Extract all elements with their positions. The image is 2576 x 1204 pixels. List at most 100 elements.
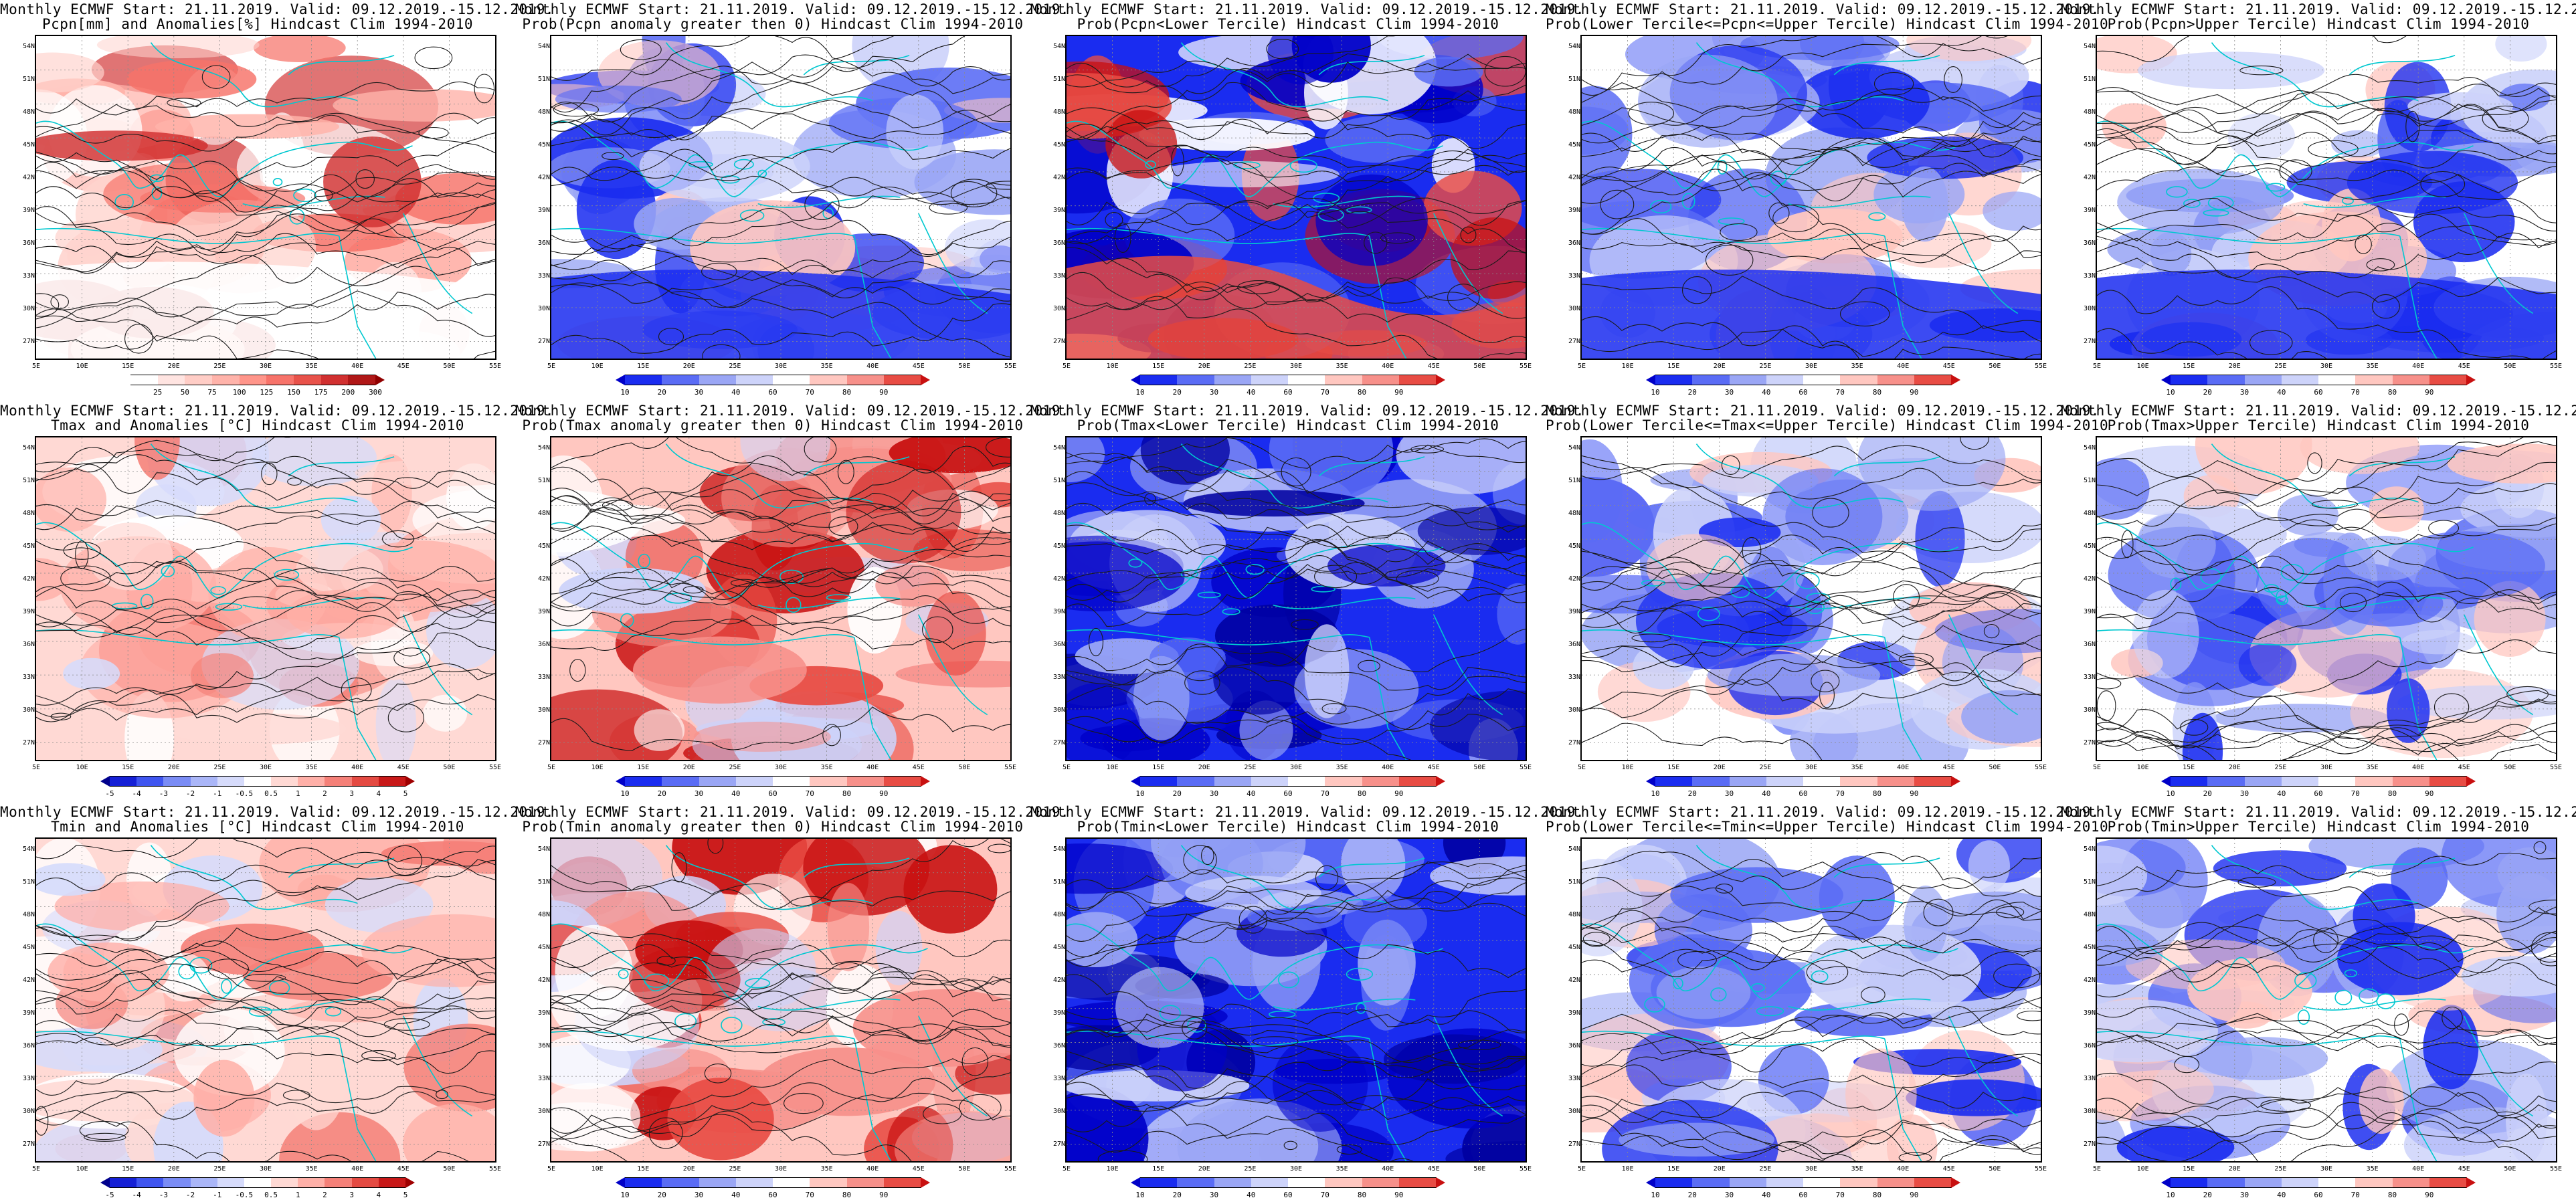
- map-panel: Monthly ECMWF Start: 21.11.2019. Valid: …: [515, 0, 1069, 401]
- latitude-label: 54N: [22, 43, 35, 50]
- forecast-map: [550, 35, 1012, 360]
- panel-title-line1: Monthly ECMWF Start: 21.11.2019. Valid: …: [515, 403, 1070, 419]
- colorbar-tick-label: 10: [620, 789, 630, 798]
- colorbar-tick-label: 3: [349, 1191, 354, 1199]
- longitude-label: 25E: [1759, 764, 1772, 771]
- longitude-label: 15E: [2183, 363, 2195, 370]
- colorbar-tick-label: 90: [2425, 789, 2434, 798]
- latitude-label: 30N: [1568, 305, 1580, 312]
- colorbar-right-arrow: [921, 1177, 930, 1188]
- longitude-label: 30E: [259, 764, 272, 771]
- latitude-label: 48N: [1568, 108, 1580, 116]
- longitude-label: 30E: [1805, 363, 1818, 370]
- longitude-label: 35E: [1336, 363, 1348, 370]
- colorbar-segment: [846, 375, 885, 385]
- latitude-label: 33N: [2083, 1075, 2096, 1082]
- colorbar-tick-label: 80: [1357, 388, 1367, 397]
- latitude-label: 51N: [22, 477, 35, 484]
- latitude-label: 36N: [537, 239, 550, 247]
- colorbar-tick-label: 3: [349, 789, 354, 798]
- colorbar-tick-label: 80: [2387, 1191, 2397, 1199]
- latitude-label: 48N: [1568, 911, 1580, 918]
- longitude-label: 20E: [2228, 363, 2241, 370]
- colorbar-tick-label: 40: [1247, 789, 1256, 798]
- panel-title-line2: Prob(Pcpn anomaly greater then 0) Hindca…: [522, 16, 1024, 32]
- colorbar-segment: [1877, 1177, 1915, 1188]
- longitude-label: 15E: [1152, 1165, 1165, 1173]
- colorbar-tick-label: -2: [185, 789, 195, 798]
- forecast-map: [1065, 436, 1527, 761]
- latitude-label: 54N: [22, 444, 35, 452]
- longitude-label: 25E: [1244, 764, 1257, 771]
- latitude-label: 45N: [1052, 542, 1065, 550]
- colorbar-tick-label: 40: [2277, 1191, 2286, 1199]
- colorbar-left-arrow: [100, 776, 110, 787]
- map-panel: Monthly ECMWF Start: 21.11.2019. Valid: …: [1030, 0, 1584, 401]
- panel-title-line2: Prob(Tmin<Lower Tercile) Hindcast Clim 1…: [1077, 819, 1499, 835]
- latitude-label: 33N: [1052, 272, 1065, 280]
- colorbar-tick-label: 40: [1247, 1191, 1256, 1199]
- latitude-label: 51N: [1052, 76, 1065, 83]
- colorbar-segment: [157, 375, 185, 385]
- longitude-label: 25E: [213, 363, 226, 370]
- longitude-label: 35E: [2366, 1165, 2379, 1173]
- colorbar-tick-label: 60: [2314, 388, 2323, 397]
- latitude-label: 48N: [2083, 108, 2096, 116]
- colorbar-right-arrow: [1436, 375, 1445, 385]
- longitude-label: 35E: [2366, 363, 2379, 370]
- longitude-label: 35E: [305, 764, 318, 771]
- colorbar-tick-label: 90: [879, 388, 889, 397]
- map-panel: Monthly ECMWF Start: 21.11.2019. Valid: …: [1546, 803, 2108, 1204]
- longitude-label: 25E: [729, 764, 741, 771]
- latitude-label: 39N: [2083, 1009, 2096, 1017]
- panel-title-line1: Monthly ECMWF Start: 21.11.2019. Valid: …: [2061, 1, 2576, 17]
- colorbar-tick-label: 20: [657, 388, 666, 397]
- latitude-label: 45N: [2083, 944, 2096, 951]
- colorbar: 10 20 30 40 60 70 80 90: [616, 776, 930, 798]
- longitude-label: 5E: [2092, 1165, 2102, 1173]
- longitude-label: 15E: [2183, 1165, 2195, 1173]
- longitude-label: 35E: [820, 363, 833, 370]
- colorbar-segment: [1655, 375, 1693, 385]
- colorbar-tick-label: 0.5: [264, 789, 278, 798]
- longitude-label: 10E: [1621, 1165, 1634, 1173]
- colorbar-segment: [1288, 776, 1325, 787]
- latitude-label: 54N: [2083, 444, 2096, 452]
- latitude-label: 54N: [1568, 43, 1580, 50]
- colorbar-segment: [217, 1177, 245, 1188]
- longitude-label: 30E: [1805, 1165, 1818, 1173]
- latitude-label: 42N: [22, 174, 35, 181]
- colorbar-segment: [1692, 1177, 1730, 1188]
- colorbar-segment: [136, 1177, 164, 1188]
- latitude-label: 33N: [1568, 272, 1580, 280]
- panel-title-line1: Monthly ECMWF Start: 21.11.2019. Valid: …: [0, 804, 555, 820]
- panel-title-line2: Tmax and Anomalies [°C] Hindcast Clim 19…: [51, 417, 464, 433]
- colorbar-left-arrow: [1646, 1177, 1655, 1188]
- colorbar-segment: [378, 1177, 406, 1188]
- longitude-label: 50E: [1473, 764, 1486, 771]
- longitude-label: 20E: [1713, 1165, 1726, 1173]
- colorbar-tick-label: 20: [1687, 388, 1697, 397]
- colorbar: 10 20 30 40 60 70 80 90: [1131, 776, 1445, 798]
- latitude-label: 51N: [2083, 878, 2096, 886]
- colorbar-segment: [2171, 375, 2208, 385]
- longitude-label: 10E: [76, 363, 88, 370]
- latitude-label: 30N: [2083, 706, 2096, 714]
- latitude-label: 45N: [2083, 542, 2096, 550]
- longitude-label: 40E: [351, 363, 364, 370]
- panel-title-line2: Pcpn[mm] and Anomalies[%] Hindcast Clim …: [41, 16, 473, 32]
- colorbar: 10 20 30 40 60 70 80 90: [1131, 1177, 1445, 1199]
- colorbar: 10 20 30 40 60 70 80 90: [1131, 375, 1445, 397]
- colorbar-segment: [244, 1177, 272, 1188]
- longitude-label: 40E: [351, 1165, 364, 1173]
- map-panel: Monthly ECMWF Start: 21.11.2019. Valid: …: [2061, 0, 2576, 401]
- longitude-label: 45E: [1942, 1165, 1955, 1173]
- latitude-label: 45N: [1052, 141, 1065, 148]
- colorbar-tick-label: 20: [1172, 1191, 1182, 1199]
- latitude-label: 30N: [2083, 305, 2096, 312]
- latitude-label: 39N: [537, 1009, 550, 1017]
- colorbar-tick-label: 40: [2277, 789, 2286, 798]
- colorbar-segment: [2355, 776, 2393, 787]
- latitude-label: 30N: [22, 1108, 35, 1115]
- longitude-label: 10E: [1106, 764, 1119, 771]
